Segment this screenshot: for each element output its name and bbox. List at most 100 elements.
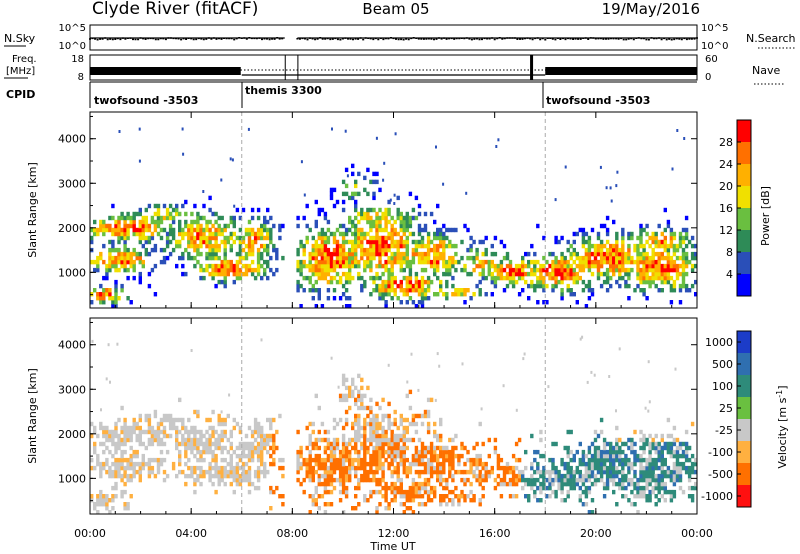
power-cells-cell-1118 (411, 283, 416, 289)
power-cells-cell-1143 (417, 279, 422, 285)
power-cells-cell-704 (326, 227, 331, 233)
velocity-cells-cell-1938 (681, 449, 686, 455)
power-cells-cell-94 (117, 255, 121, 261)
power-cells-cell-698 (326, 259, 331, 265)
power-cells-cell-1850 (672, 279, 677, 285)
velocity-cells-cell-1955 (687, 445, 692, 451)
velocity-cells-cell-1853 (657, 457, 661, 463)
velocity-cells-cell-592 (281, 473, 285, 479)
velocity-cells-cell-562 (266, 417, 270, 423)
power-cells-cell-84 (114, 259, 118, 265)
power-cells-cell-1609 (602, 279, 607, 285)
power-cells-cell-1735 (642, 275, 646, 281)
velocity-cells-cell-1195 (423, 445, 428, 451)
power-cells-cell-587 (296, 251, 300, 257)
power-cells-cell-1298 (466, 255, 470, 261)
velocity-cells-cell-1586 (584, 494, 589, 499)
velocity-cells-cell-789 (344, 421, 349, 427)
power-cells-cell-1546 (581, 259, 586, 265)
power-cells-cell-393 (214, 235, 218, 241)
power-cells-cell-1122 (411, 247, 416, 253)
velocity-cells-cell-734 (335, 465, 340, 471)
velocity-cells-cell-1775 (639, 465, 643, 471)
power-cells-cell-539 (260, 223, 264, 229)
power-cells-cell-915 (372, 207, 376, 213)
power-cells-cell-1806 (660, 255, 664, 261)
velocity-cells-cell-1173 (420, 494, 425, 499)
power-cells-cell-790 (348, 267, 352, 273)
power-cells-cell-1851 (672, 267, 677, 273)
velocity-cells-cell-1444 (524, 477, 528, 483)
velocity-cells-cell-177 (138, 441, 142, 447)
power-cells-cell-1017 (390, 259, 394, 265)
velocity-cells-cell-525 (256, 477, 261, 483)
velocity-cells-ytick-label-1: 2000 (58, 428, 86, 441)
velocity-cells-cell-664 (317, 461, 321, 467)
power-cells-cell-1222 (436, 235, 440, 241)
power-cells-cell-1793 (657, 263, 661, 269)
velocity-cells-cell-64 (111, 506, 115, 511)
velocity-cells-cell-403 (217, 465, 221, 471)
power-cells-cell-981 (384, 251, 388, 257)
velocity-cells-cell-44 (105, 502, 109, 507)
power-cells-cell-1530 (575, 275, 579, 281)
velocity-cells-cell-1714 (621, 477, 625, 483)
power-cells-cell-1819 (663, 239, 667, 245)
power-cells-cell-744 (338, 263, 343, 269)
power-cells-cell-373 (211, 271, 215, 277)
velocity-cells-cell-1574 (578, 457, 582, 463)
power-cells-cell-986 (384, 227, 388, 233)
power-cells-cell-1739 (642, 259, 646, 265)
power-cells-cell-1078 (402, 231, 406, 237)
power-colorbar-label: Power [dB] (759, 186, 772, 246)
power-cells-cell-483 (241, 235, 246, 241)
power-cells-cell-1714 (636, 251, 640, 257)
velocity-cells-cell-1747 (630, 441, 634, 447)
power-cells-cell-132 (126, 259, 130, 265)
velocity-cells-cell-855 (357, 417, 361, 423)
velocity-cells-cell-1425 (511, 453, 516, 459)
velocity-cells-cell-698 (326, 473, 331, 479)
power-cells-cell-734 (335, 255, 340, 261)
power-cells-cell-11 (93, 227, 97, 233)
velocity-cells-cell-1844 (654, 441, 658, 447)
power-cells-cell-480 (241, 255, 246, 261)
power-cells-cell-1896 (684, 243, 689, 249)
velocity-cells-cell-376 (208, 417, 212, 423)
velocity-cells-cell-291 (184, 453, 188, 459)
velocity-cells-cell-506 (250, 481, 255, 487)
power-cells-cell-466 (238, 275, 243, 281)
velocity-cells-cell-1469 (536, 465, 540, 471)
velocity-cells-cell-1216 (429, 489, 434, 495)
velocity-cells-cell-71 (111, 453, 115, 459)
power-cells-cell-361 (208, 255, 212, 261)
power-cells-cell-904 (372, 288, 376, 293)
velocity-cells-cell-550 (263, 469, 267, 475)
velocity-cells-cell-1166 (417, 461, 422, 467)
velocity-cells-cell-153 (129, 425, 133, 431)
velocity-cells-cell-1833 (654, 502, 658, 507)
power-cells-cell-1073 (402, 259, 406, 265)
velocity-cells-cell-173 (138, 473, 142, 479)
velocity-cells-cell-454 (232, 465, 236, 471)
velocity-cells-cell-1473 (539, 489, 543, 495)
velocity-cells-cell-1148 (414, 485, 419, 491)
velocity-cells-cell-26 (99, 473, 103, 479)
power-cells-cell-602 (302, 259, 306, 265)
velocity-colorbar-swatch-2 (737, 375, 751, 398)
power-cells-cell-618 (308, 259, 312, 265)
power-cells-cell-309 (190, 211, 194, 217)
power-cells-cell-1055 (399, 279, 403, 285)
velocity-cells-cell-145 (129, 465, 133, 471)
velocity-cells-cell-1186 (423, 489, 428, 495)
power-cells-cell-255 (168, 211, 173, 217)
velocity-cells-cell-1270 (442, 469, 446, 475)
velocity-cells-cell-736 (335, 457, 340, 463)
power-cells-cell-1229 (439, 255, 443, 261)
velocity-cells-cell-1135 (411, 489, 416, 495)
power-cells-cell-221 (153, 203, 158, 209)
power-cells-cell-1136 (414, 239, 419, 245)
velocity-cells-cell-1893 (669, 489, 674, 495)
power-cells-cell-1736 (642, 271, 646, 277)
velocity-cells-scatter-3 (434, 398, 437, 402)
